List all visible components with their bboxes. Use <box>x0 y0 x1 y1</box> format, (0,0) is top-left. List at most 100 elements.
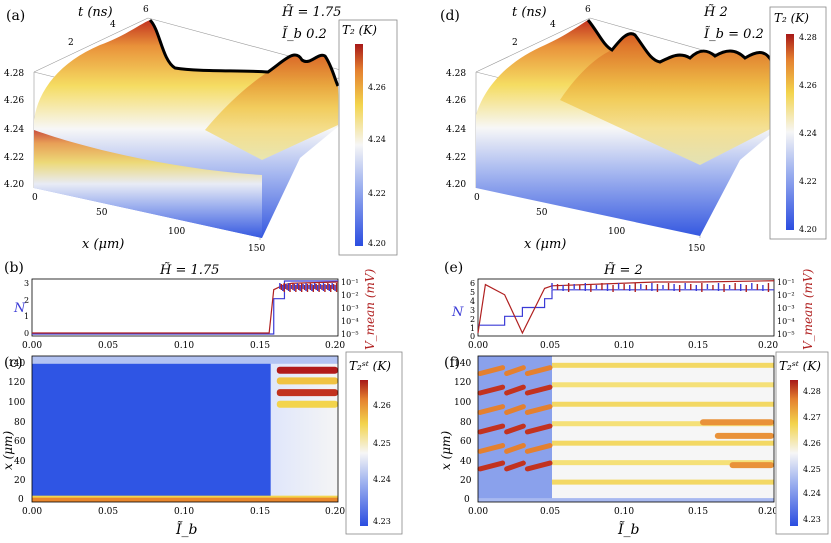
z-tick-d-3: 4.26 <box>446 96 466 106</box>
z-tick-a-0: 4.20 <box>4 180 24 190</box>
panel-label-a: (a) <box>6 8 25 24</box>
ytick-b-right-1: 10⁻² <box>341 291 359 300</box>
cbar-f-tick-5: 4.23 <box>803 515 821 524</box>
surface-a-front <box>34 130 262 238</box>
xtick-b-3: 0.15 <box>250 341 270 351</box>
ytick-e-left-4: 2 <box>470 315 475 324</box>
panel-c: (c) 0 20 40 60 80 100 120 140 x (μm) 0.0… <box>1 351 403 538</box>
z-tick-a-4: 4.28 <box>4 69 24 79</box>
heatmap-c-edge-band <box>32 497 338 502</box>
heatmap-f-domain-0-3 <box>477 423 506 435</box>
cbar-c-tick-1: 4.25 <box>373 439 391 448</box>
xtick-b-2: 0.10 <box>174 341 194 351</box>
plot-e-lines <box>477 280 775 335</box>
cbar-a-tick-2: 4.22 <box>368 189 386 198</box>
heatmap-f-hot-spot-0 <box>700 419 774 426</box>
cbar-d-tick-1: 4.26 <box>799 81 817 90</box>
ytick-e-left-6: 0 <box>470 332 475 341</box>
t-tick-a-2: 6 <box>143 5 149 15</box>
cbar-f-tick-4: 4.24 <box>803 489 821 498</box>
colorbar-c <box>360 380 368 526</box>
xtick-c-2: 0.10 <box>174 507 194 517</box>
xlabel-f: Ĩ_b <box>617 520 640 538</box>
ytick-b-right-2: 10⁻³ <box>341 304 359 313</box>
xtick-e-4: 0.20 <box>758 341 778 351</box>
colorbar-c-frame <box>345 351 403 535</box>
heatmap-f-domain-1-5 <box>504 460 526 472</box>
x-tick-d-1: 50 <box>536 208 548 218</box>
axis-t-label-d: t (ns) <box>512 5 547 20</box>
ytick-f-1: 20 <box>460 476 472 486</box>
heatmap-f-stripe-2 <box>552 401 774 407</box>
surface-d-edge <box>586 19 780 83</box>
cbar-a-tick-0: 4.26 <box>368 83 386 92</box>
axis-t-label-a: t (ns) <box>78 5 113 20</box>
cbar-f-tick-3: 4.25 <box>803 465 821 474</box>
cbar-d-tick-2: 4.24 <box>799 129 817 138</box>
xtick-c-4: 0.20 <box>325 507 345 517</box>
title-b: H̃ = 1.75 <box>159 262 219 278</box>
colorbar-f-frame <box>775 351 829 535</box>
heatmap-f-domain-0-1 <box>477 384 506 396</box>
xticks-b: 0.00 0.05 0.10 0.15 0.20 <box>22 341 345 351</box>
ytick-b-right-4: 10⁻⁵ <box>341 330 359 339</box>
colorbar-d-frame <box>769 6 827 240</box>
panel-label-d: (d) <box>440 8 460 24</box>
title-d-line2: Ĩ_b = 0.2 <box>703 26 764 42</box>
heatmap-f-domain-2-3 <box>524 423 553 435</box>
heatmap-c-hot-stripe-0 <box>276 366 338 374</box>
cbar-a-tick-3: 4.20 <box>368 239 386 248</box>
xtick-e-1: 0.05 <box>540 341 560 351</box>
t-tick-d-0: 2 <box>512 38 518 48</box>
ytick-b-right-0: 10⁻¹ <box>341 278 359 287</box>
x-tick-d-2: 100 <box>608 227 625 237</box>
surface-a-edge <box>148 18 340 87</box>
heatmap-f-hot-spot-2 <box>729 462 774 469</box>
ytick-b-left-0: 3 <box>24 279 29 288</box>
ytick-c-7: 140 <box>8 359 25 369</box>
z-tick-a-2: 4.24 <box>4 125 24 135</box>
ytick-e-left-5: 1 <box>470 324 475 333</box>
colorbar-a-frame <box>338 19 398 256</box>
ytick-b-left-3: 0 <box>24 329 29 338</box>
cbar-f-tick-0: 4.28 <box>803 387 821 396</box>
x-tick-a-0: 0 <box>32 193 38 203</box>
colorbar-d <box>786 34 794 230</box>
heatmap-c-frame <box>31 355 339 503</box>
cbar-d-tick-4: 4.20 <box>799 225 817 234</box>
heatmap-f-domain-1-1 <box>504 384 526 396</box>
x-tick-a-1: 50 <box>96 208 108 218</box>
heatmap-f <box>477 356 774 502</box>
x-tick-d-3: 150 <box>688 244 705 254</box>
heatmap-f-domain-2-0 <box>524 365 553 377</box>
heatmap-f-domain-0-5 <box>477 460 506 472</box>
ytick-e-right-0: 10⁻¹ <box>777 278 795 287</box>
cbar-d-tick-3: 4.22 <box>799 177 817 186</box>
heatmap-f-domain-1-0 <box>504 365 526 377</box>
heatmap-f-stripe-0 <box>552 362 774 368</box>
heatmap-f-domain-1-4 <box>504 443 526 454</box>
ytick-e-left-1: 5 <box>470 288 475 297</box>
xtick-e-3: 0.15 <box>688 341 708 351</box>
heatmap-c <box>32 356 338 502</box>
t-tick-d-2: 6 <box>585 5 591 15</box>
colorbar-f-label: T₂ˢᵗ (K) <box>779 359 821 373</box>
heatmap-f-domain-1-2 <box>504 404 526 415</box>
cbar-c-tick-3: 4.23 <box>373 517 391 526</box>
heatmap-f-stripe-5 <box>552 460 774 466</box>
xtick-e-0: 0.00 <box>468 341 488 351</box>
ytick-f-6: 120 <box>454 378 471 388</box>
xtick-c-1: 0.05 <box>98 507 118 517</box>
ytick-e-right-1: 10⁻² <box>777 291 795 300</box>
heatmap-f-domain-2-1 <box>524 384 553 396</box>
panel-label-e: (e) <box>444 260 463 276</box>
ytick-c-0: 0 <box>18 495 24 505</box>
xlabel-c: Ĩ_b <box>175 520 198 538</box>
xtick-c-0: 0.00 <box>22 507 42 517</box>
colorbar-d-label: T₂ (K) <box>774 11 809 25</box>
xtick-f-1: 0.05 <box>540 507 560 517</box>
heatmap-f-stripe-1 <box>552 382 774 388</box>
z-tick-d-4: 4.28 <box>446 69 466 79</box>
series-n-line <box>478 289 774 326</box>
xtick-c-3: 0.15 <box>250 507 270 517</box>
